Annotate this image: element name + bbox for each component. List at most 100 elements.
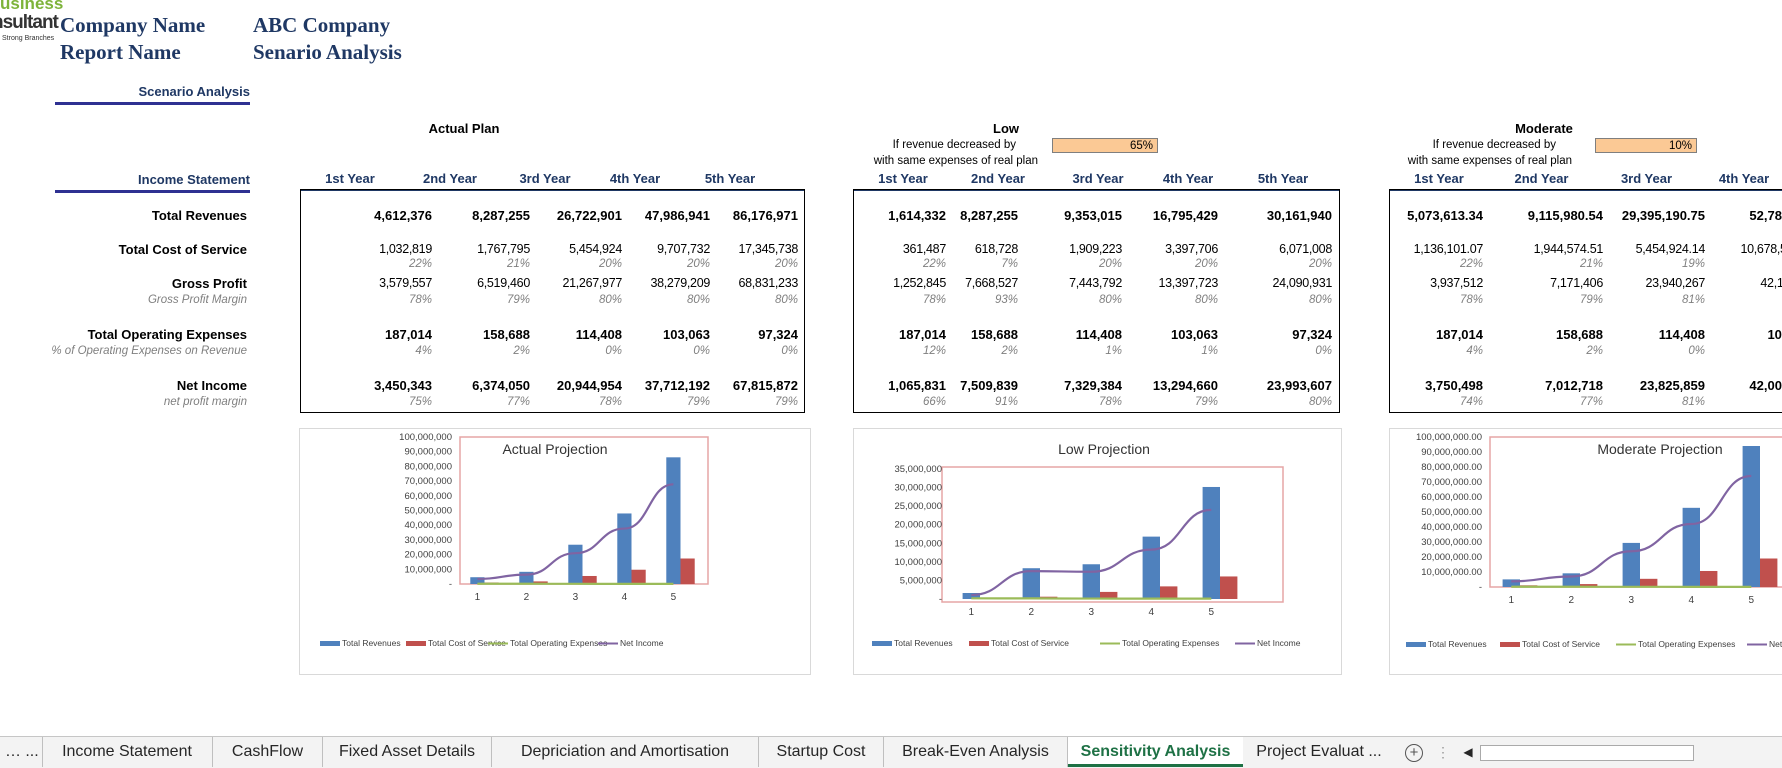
tab-startup-cost[interactable]: Startup Cost [759,737,884,767]
legend-label: Net Income [1769,639,1782,649]
cell-moderate-gross[interactable]: 42,107, [1640,276,1782,290]
x-tick-label: 4 [622,592,628,603]
y-tick-label: 40,000,000.00 [1421,522,1482,533]
cell-moderate-cost[interactable]: 10,678,505 [1640,242,1782,256]
legend-label: Total Revenues [1428,639,1487,649]
cell-actual-cost_pct[interactable]: 20% [638,258,798,270]
y-tick-label: 10,000,000.00 [1421,567,1482,578]
x-tick-label: 2 [1029,607,1035,618]
cell-low-net_pct[interactable]: 80% [1172,396,1332,408]
cell-actual-cost[interactable]: 17,345,738 [638,242,798,256]
y-tick-label: 80,000,000 [404,461,452,472]
low-note-same-expenses: with same expenses of real plan [800,155,1038,167]
tab-sensitivity-analysis[interactable]: Sensitivity Analysis [1068,737,1243,767]
tab-break-even[interactable]: Break-Even Analysis [884,737,1068,767]
cell-low-net[interactable]: 23,993,607 [1172,378,1332,393]
cell-actual-opex[interactable]: 97,324 [638,327,798,342]
x-tick-label: 3 [1629,595,1635,606]
tab-nav-more[interactable]: ... [22,737,43,767]
cell-actual-opex_pct[interactable]: 0% [638,345,798,357]
cell-low-gross[interactable]: 24,090,931 [1172,276,1332,290]
legend-label: Total Operating Expenses [510,638,607,648]
tab-divider-handle-icon[interactable]: ⋮ [1436,737,1448,767]
cell-actual-net_pct[interactable]: 79% [638,396,798,408]
cell-actual-gross_pct[interactable]: 80% [638,294,798,306]
bar-total-revenues [1743,446,1760,587]
y-tick-label: 25,000,000 [894,501,942,512]
y-tick-label: - [939,594,942,605]
tab-project-evaluation[interactable]: Project Evaluat ... [1244,737,1394,767]
cell-low-opex[interactable]: 97,324 [1172,327,1332,342]
bar-total-cost [1220,576,1237,599]
income-statement-label: Income Statement [55,172,250,193]
cell-moderate-revenues[interactable]: 52,785,6 [1640,208,1782,223]
year-header-cell: 3rd Year [1594,171,1699,186]
bar-total-revenues [666,457,680,584]
moderate-decrease-input[interactable]: 10% [1595,138,1697,153]
scenario-analysis-link[interactable]: Scenario Analysis [55,84,250,105]
cell-low-cost[interactable]: 6,071,008 [1172,242,1332,256]
tab-nav-left-icon[interactable]: … [4,737,22,767]
cell-moderate-opex_pct[interactable]: 0 [1640,345,1782,357]
y-tick-label: 20,000,000 [894,520,942,531]
cell-actual-gross[interactable]: 68,831,233 [638,276,798,290]
year-header-cell: 1st Year [853,171,953,186]
y-tick-label: 30,000,000 [894,483,942,494]
horizontal-scrollbar[interactable] [1480,745,1694,761]
bar-total-revenues [568,545,582,584]
cell-moderate-net[interactable]: 42,004,0 [1640,378,1782,393]
legend-label: Total Revenues [342,638,401,648]
legend-label: Net Income [620,638,664,648]
y-tick-label: 60,000,000 [404,491,452,502]
year-header-cell: 3rd Year [1048,171,1148,186]
y-tick-label: 20,000,000.00 [1421,552,1482,563]
tab-cashflow[interactable]: CashFlow [213,737,323,767]
company-logo: usiness nsultant Strong Branches [0,0,60,48]
x-tick-label: 3 [573,592,579,603]
bar-total-revenues [617,513,631,584]
cell-moderate-net_pct[interactable]: 8 [1640,396,1782,408]
cell-moderate-opex[interactable]: 103,0 [1640,327,1782,342]
y-tick-label: 10,000,000 [404,564,452,575]
row-label-total-revenues: Total Revenues [2,208,247,223]
x-tick-label: 1 [475,592,481,603]
y-tick-label: 20,000,000 [404,550,452,561]
cell-low-opex_pct[interactable]: 0% [1172,345,1332,357]
cell-low-cost_pct[interactable]: 20% [1172,258,1332,270]
add-sheet-icon[interactable]: + [1405,744,1423,762]
y-tick-label: 100,000,000 [399,432,452,443]
chart-title: Actual Projection [502,441,607,457]
row-label-gross-margin: Gross Profit Margin [2,294,247,306]
tab-depriciation[interactable]: Depriciation and Amortisation [492,737,759,767]
logo-line3: Strong Branches [2,35,54,42]
chart-moderate-svg: Moderate Projection100,000,000.0090,000,… [1390,429,1782,674]
low-note-revenue-decreased: If revenue decreased by [800,139,1016,151]
legend-swatch [969,641,989,646]
bar-total-cost [681,559,695,584]
cell-low-gross_pct[interactable]: 80% [1172,294,1332,306]
cell-low-revenues[interactable]: 30,161,940 [1172,208,1332,223]
cell-actual-revenues[interactable]: 86,176,971 [638,208,798,223]
y-tick-label: 5,000,000 [900,575,942,586]
year-header-cell: 4th Year [590,171,680,186]
cell-actual-net[interactable]: 67,815,872 [638,378,798,393]
sheet-tab-bar: … ... Income Statement CashFlow Fixed As… [0,736,1782,768]
block-title-low: Low [946,121,1066,136]
report-name-value[interactable]: Senario Analysis [253,40,402,65]
x-tick-label: 5 [1749,595,1755,606]
year-header-moderate: 1st Year 2nd Year 3rd Year 4th Year [1389,171,1782,191]
company-name-label: Company Name [60,13,205,38]
cell-moderate-gross_pct[interactable]: 8 [1640,294,1782,306]
low-decrease-input[interactable]: 65% [1052,138,1158,153]
tab-income-statement[interactable]: Income Statement [42,737,213,767]
scroll-left-icon[interactable]: ◀ [1460,737,1476,767]
y-tick-label: 40,000,000 [404,520,452,531]
company-name-value[interactable]: ABC Company [253,13,390,38]
bar-total-revenues [1623,543,1640,587]
tab-fixed-asset-details[interactable]: Fixed Asset Details [323,737,492,767]
legend-swatch [406,641,426,646]
cell-moderate-cost_pct[interactable]: 2 [1640,258,1782,270]
